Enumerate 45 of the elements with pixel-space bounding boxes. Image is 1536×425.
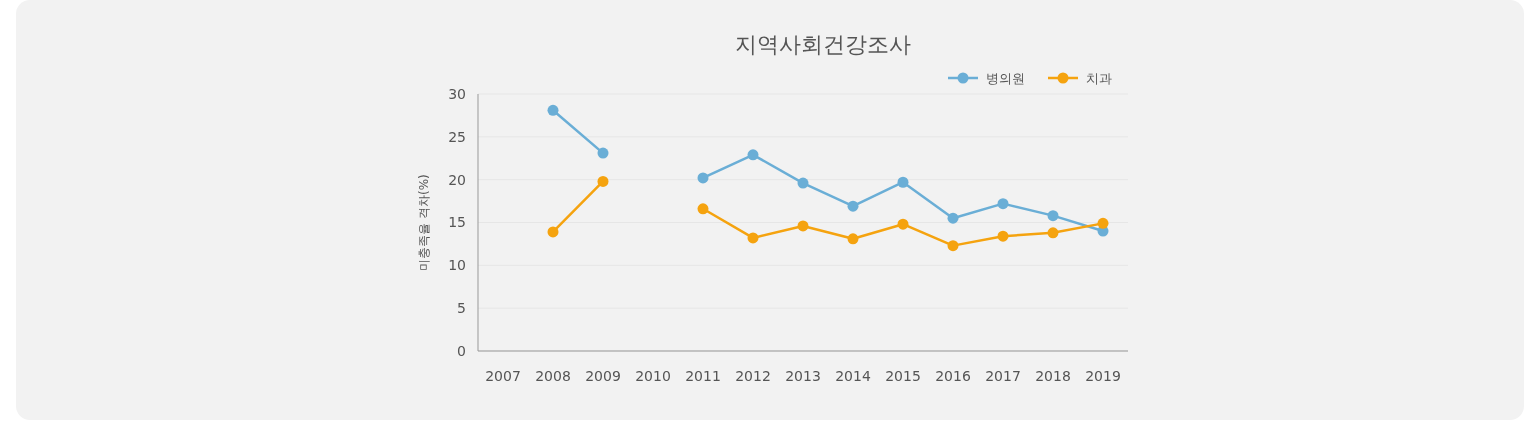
x-tick-label: 2012: [735, 368, 771, 384]
x-tick-label: 2014: [835, 368, 871, 384]
point: [997, 230, 1009, 242]
point: [847, 233, 859, 245]
point: [797, 220, 809, 232]
point: [747, 232, 759, 244]
y-tick-label: 30: [448, 85, 466, 102]
point: [897, 176, 909, 188]
y-tick-label: 20: [448, 171, 466, 188]
point: [947, 240, 959, 252]
y-tick-label: 15: [448, 214, 466, 231]
x-tick-label: 2017: [985, 368, 1021, 384]
point: [547, 226, 559, 238]
legend-label: 치과: [1086, 70, 1112, 86]
x-tick-label: 2010: [635, 368, 671, 384]
x-tick-label: 2019: [1085, 368, 1121, 384]
y-tick-label: 5: [457, 300, 466, 317]
y-tick-label: 0: [457, 342, 466, 359]
legend-label: 병의원: [986, 70, 1025, 86]
point: [1047, 227, 1059, 239]
chart-title: 지역사회건강조사: [735, 32, 911, 57]
y-tick-label: 25: [448, 128, 466, 145]
point: [997, 198, 1009, 210]
point: [1097, 217, 1109, 229]
point: [547, 104, 559, 116]
y-axis-title: 미충족율 격차(%): [417, 174, 431, 271]
x-tick-label: 2007: [485, 368, 521, 384]
x-tick-label: 2015: [885, 368, 921, 384]
point: [597, 175, 609, 187]
point: [847, 200, 859, 212]
point: [747, 149, 759, 161]
x-tick-label: 2008: [535, 368, 571, 384]
y-tick-label: 10: [448, 257, 466, 274]
point: [1047, 210, 1059, 222]
point: [697, 203, 709, 215]
x-tick-label: 2011: [685, 368, 721, 384]
point: [897, 218, 909, 230]
point: [797, 177, 809, 189]
point: [597, 147, 609, 159]
x-tick-label: 2018: [1035, 368, 1071, 384]
x-tick-label: 2013: [785, 368, 821, 384]
x-tick-label: 2016: [935, 368, 971, 384]
point: [697, 172, 709, 184]
x-tick-label: 2009: [585, 368, 621, 384]
point: [947, 212, 959, 224]
